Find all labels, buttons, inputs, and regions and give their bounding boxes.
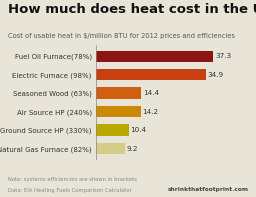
Bar [96,87,141,99]
Text: Cost of usable heat in $/million BTU for 2012 prices and efficiencies: Cost of usable heat in $/million BTU for… [8,33,234,38]
Bar [96,69,206,80]
Text: Data: EIA Heating Fuels Comparison Calculator: Data: EIA Heating Fuels Comparison Calcu… [8,188,131,193]
Text: 37.3: 37.3 [215,53,231,59]
Text: 10.4: 10.4 [131,127,147,133]
Text: 14.2: 14.2 [143,109,159,115]
Text: Note: systems efficiencies are shown in brackets: Note: systems efficiencies are shown in … [8,177,137,182]
Text: shrinkthatfootprint.com: shrinkthatfootprint.com [167,187,248,192]
Text: 34.9: 34.9 [208,72,224,78]
Text: How much does heat cost in the US?: How much does heat cost in the US? [8,3,256,16]
Text: 14.4: 14.4 [143,90,159,96]
Bar [96,143,125,154]
Bar [96,50,213,62]
Text: 9.2: 9.2 [127,146,138,152]
Bar [96,125,129,136]
Bar [96,106,141,117]
